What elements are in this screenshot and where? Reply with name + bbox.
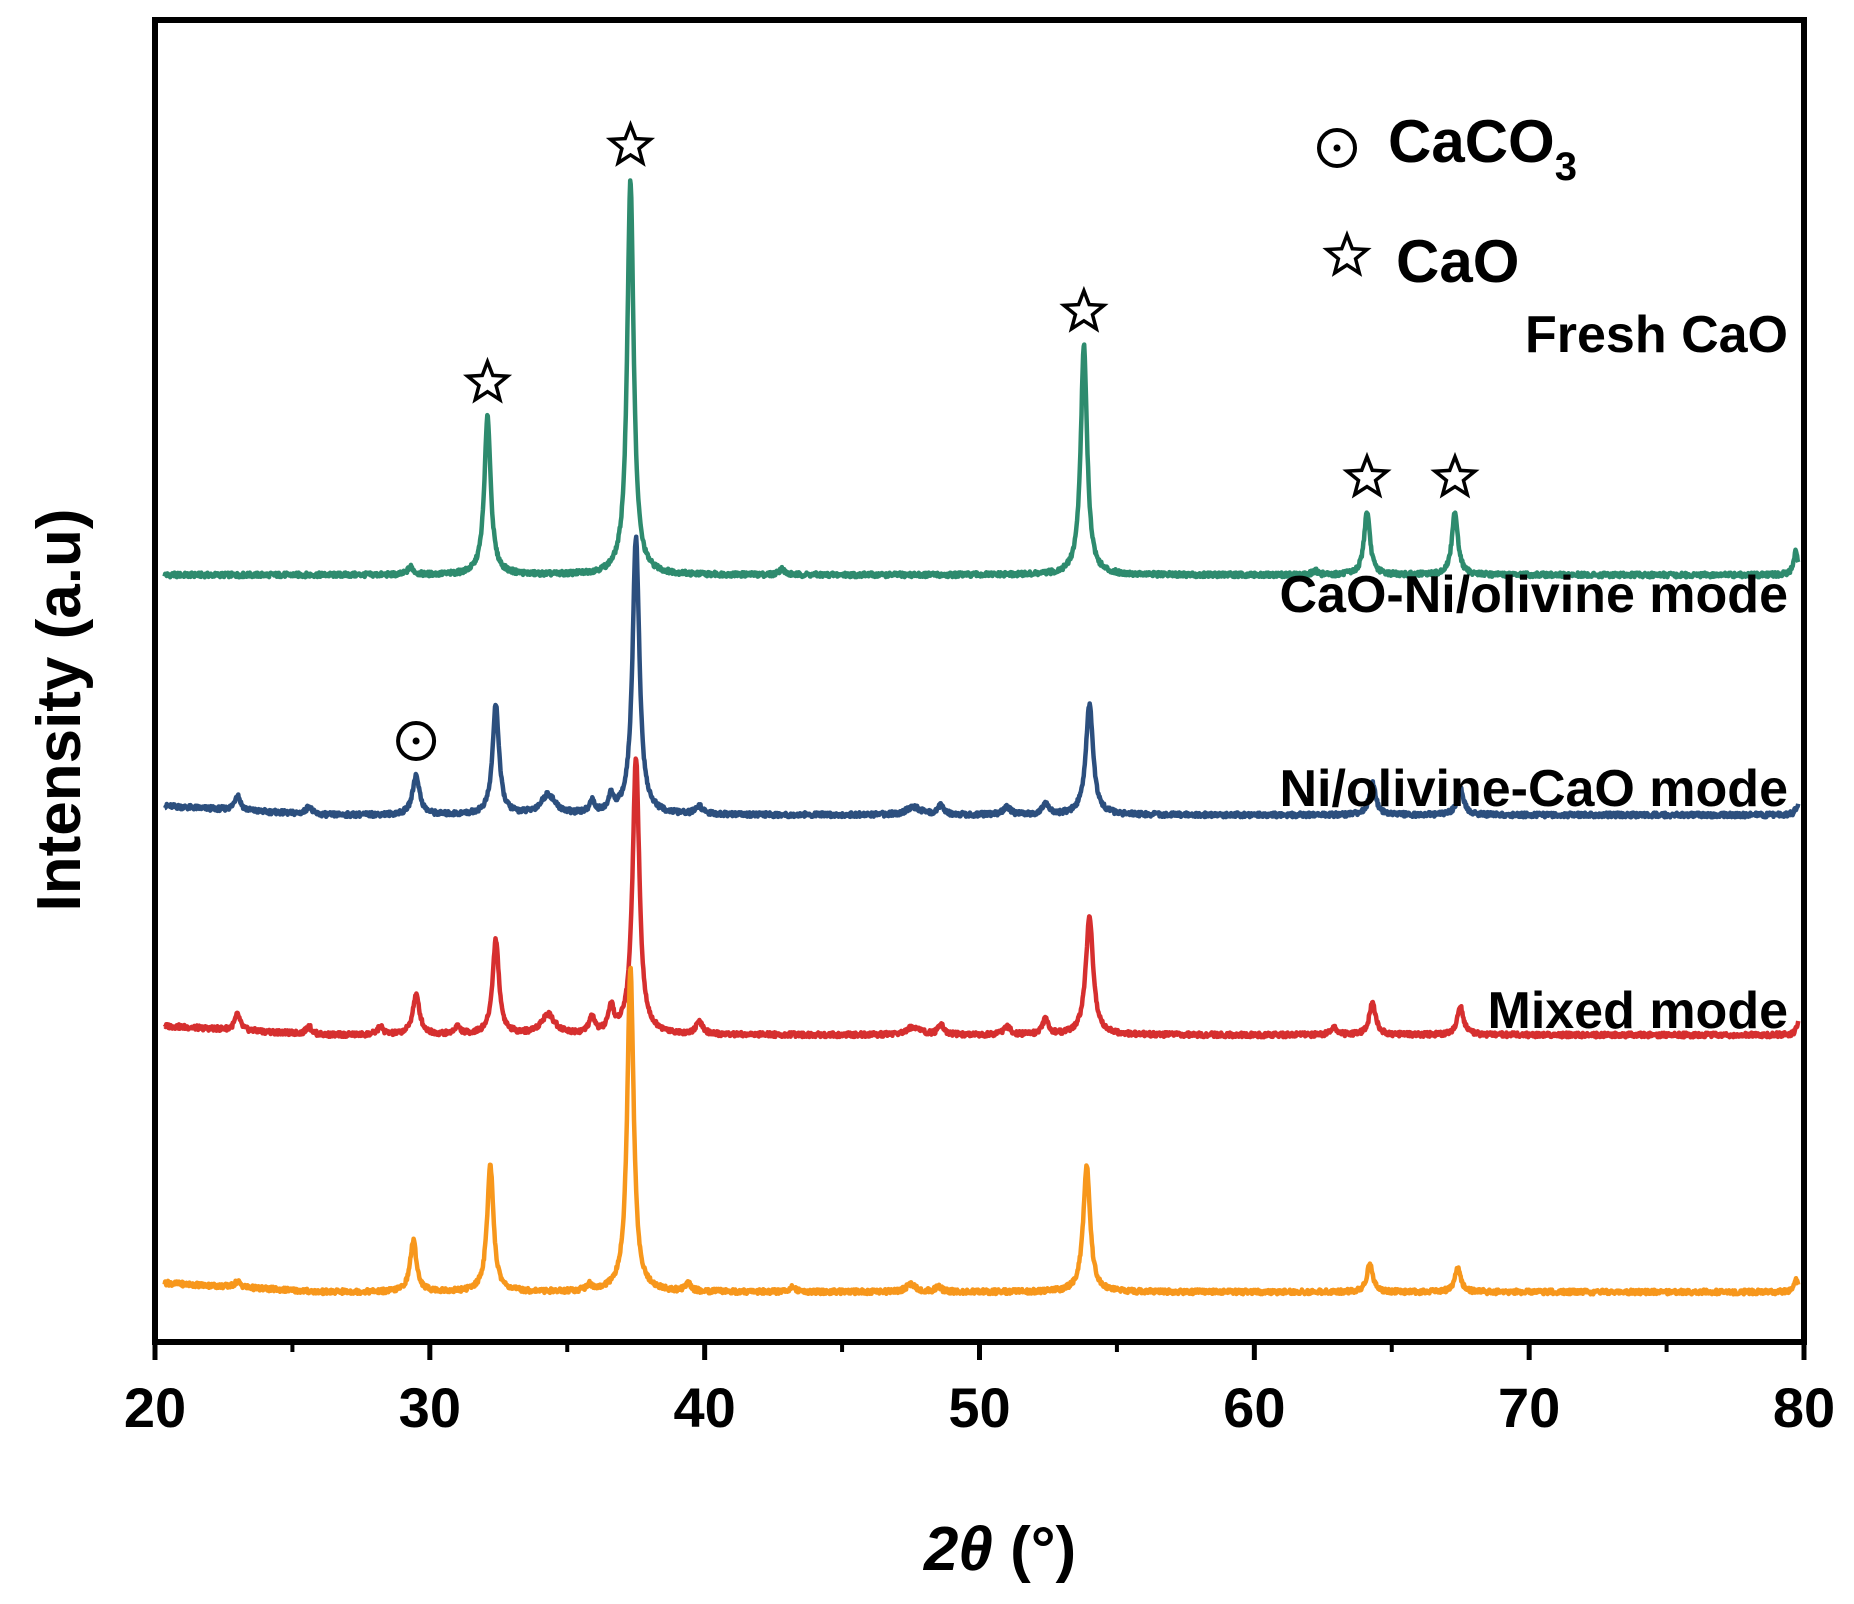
x-tick-label: 20: [124, 1376, 186, 1439]
series-line-mixed-mode: [162, 965, 1801, 1297]
peak-star-icon: [462, 356, 513, 404]
y-axis-title: Intensity (a.u): [25, 508, 94, 911]
peak-star-icon: [1342, 451, 1392, 499]
legend-item-caco3: CaCO3: [1317, 108, 1577, 189]
x-axis-title: 2θ (°): [923, 1515, 1076, 1584]
series-label-mixed-mode: Mixed mode: [1488, 982, 1789, 1040]
legend-star-icon: [1322, 230, 1372, 277]
peak-star-icon: [605, 120, 656, 167]
series-label-ni-olivine-cao-mode: Ni/olivine-CaO mode: [1279, 760, 1788, 818]
x-tick-label: 80: [1773, 1376, 1835, 1439]
legend: CaCO3 CaO: [1317, 108, 1577, 295]
peak-star-icon: [1059, 285, 1109, 333]
legend-label-cao: CaO: [1396, 228, 1519, 295]
series-label-fresh-cao: Fresh CaO: [1525, 306, 1788, 364]
series-line-cao-ni-olivine-mode: [162, 534, 1801, 820]
series-label-cao-ni-olivine-mode: CaO-Ni/olivine mode: [1279, 566, 1788, 624]
series-layer: [162, 178, 1801, 1297]
series-labels: Fresh CaO CaO-Ni/olivine mode Ni/olivine-C…: [1279, 306, 1788, 1040]
series-line-fresh-cao: [162, 178, 1801, 580]
x-tick-label: 40: [674, 1376, 736, 1439]
peak-markers: [396, 120, 1480, 762]
peak-star-icon: [1430, 451, 1480, 499]
legend-item-cao: CaO: [1322, 228, 1519, 295]
star-icon: [1322, 230, 1372, 277]
peak-circle-dot-icon: [396, 721, 437, 762]
x-tick-label: 60: [1223, 1376, 1285, 1439]
legend-circle-dot-icon: [1317, 128, 1357, 168]
x-tick-label: 70: [1498, 1376, 1560, 1439]
x-tick-label: 30: [399, 1376, 461, 1439]
x-tick-label: 50: [948, 1376, 1010, 1439]
circle-dot-icon: [1317, 128, 1357, 168]
x-axis: 20 30 40 50 60 70 80: [124, 1342, 1835, 1439]
legend-label-caco3: CaCO3: [1388, 108, 1577, 189]
series-line-ni-olivine-cao-mode: [162, 756, 1801, 1040]
plot-frame: [152, 17, 1807, 1345]
